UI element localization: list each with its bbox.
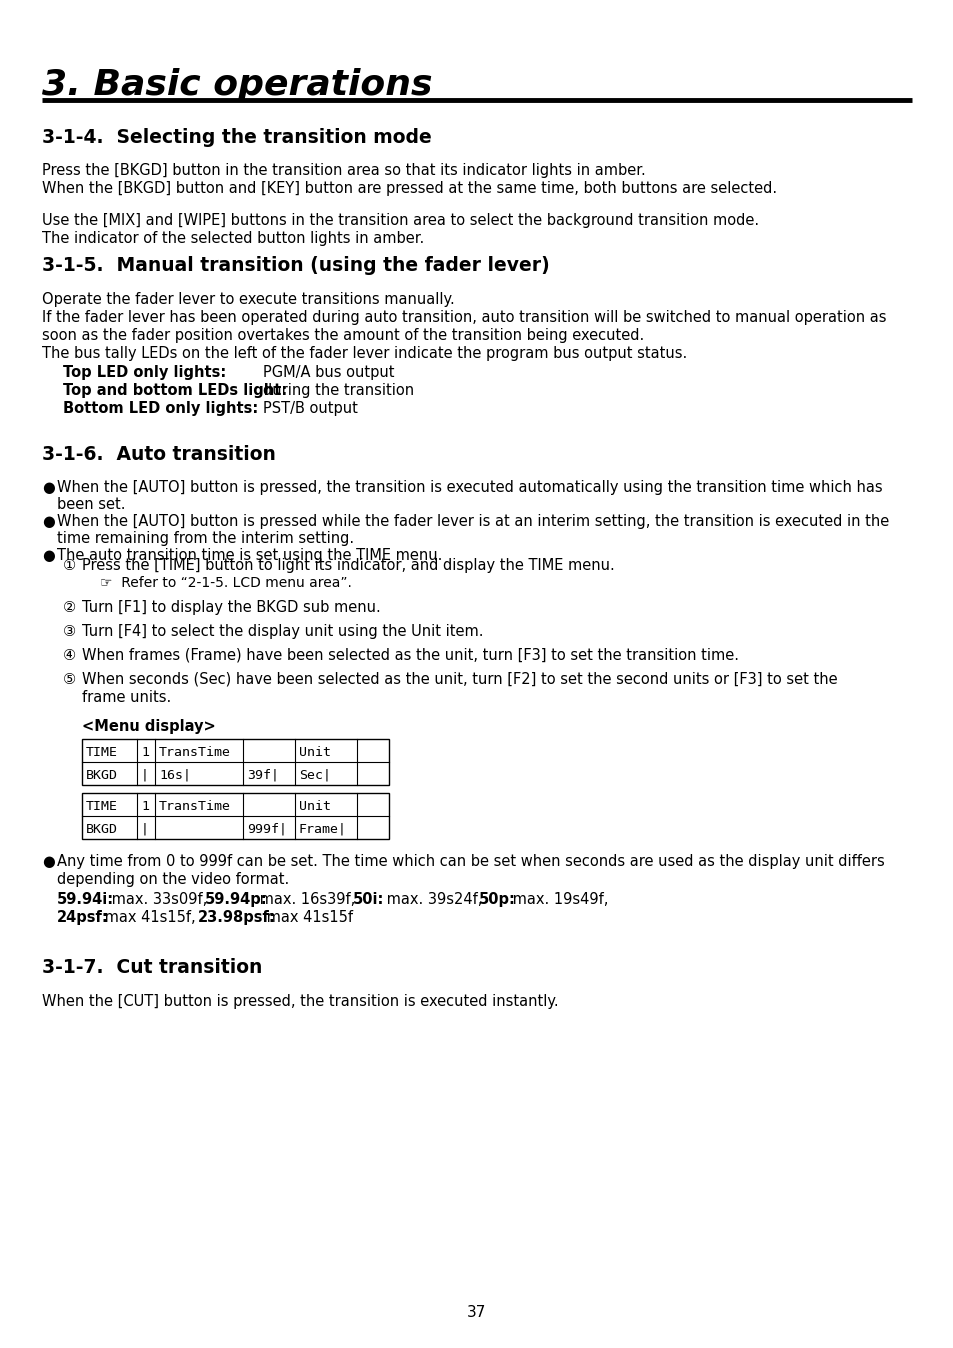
Text: 24psf:: 24psf: — [57, 910, 109, 925]
Text: When the [AUTO] button is pressed, the transition is executed automatically usin: When the [AUTO] button is pressed, the t… — [57, 480, 882, 495]
Text: 23.98psf:: 23.98psf: — [197, 910, 275, 925]
Bar — [82, 739, 389, 785]
Text: If the fader lever has been operated during auto transition, auto transition wil: If the fader lever has been operated dur… — [42, 310, 885, 325]
Text: ④: ④ — [63, 648, 76, 663]
Text: Unit: Unit — [298, 799, 331, 813]
Text: Turn [F4] to select the display unit using the Unit item.: Turn [F4] to select the display unit usi… — [82, 624, 483, 639]
Text: BKGD: BKGD — [86, 768, 118, 782]
Text: Bottom LED only lights:: Bottom LED only lights: — [63, 400, 258, 417]
Text: The bus tally LEDs on the left of the fader lever indicate the program bus outpu: The bus tally LEDs on the left of the fa… — [42, 346, 686, 361]
Text: When the [CUT] button is pressed, the transition is executed instantly.: When the [CUT] button is pressed, the tr… — [42, 993, 558, 1010]
Text: ☞  Refer to “2-1-5. LCD menu area”.: ☞ Refer to “2-1-5. LCD menu area”. — [100, 576, 352, 590]
Text: time remaining from the interim setting.: time remaining from the interim setting. — [57, 531, 354, 546]
Text: max. 33s09f,: max. 33s09f, — [108, 892, 216, 907]
Text: 50p:: 50p: — [478, 892, 516, 907]
Text: ●: ● — [42, 855, 54, 869]
Text: 3-1-5.  Manual transition (using the fader lever): 3-1-5. Manual transition (using the fade… — [42, 256, 549, 275]
Text: 3-1-6.  Auto transition: 3-1-6. Auto transition — [42, 445, 275, 464]
Text: 59.94p:: 59.94p: — [205, 892, 267, 907]
Text: The auto transition time is set using the TIME menu.: The auto transition time is set using th… — [57, 549, 442, 563]
Text: during the transition: during the transition — [263, 383, 414, 398]
Text: max. 39s24f,: max. 39s24f, — [381, 892, 491, 907]
Text: 50i:: 50i: — [353, 892, 384, 907]
Text: 1: 1 — [141, 745, 149, 759]
Text: max 41s15f: max 41s15f — [262, 910, 354, 925]
Text: ⑤: ⑤ — [63, 673, 76, 687]
Text: BKGD: BKGD — [86, 822, 118, 836]
Text: When frames (Frame) have been selected as the unit, turn [F3] to set the transit: When frames (Frame) have been selected a… — [82, 648, 739, 663]
Text: The indicator of the selected button lights in amber.: The indicator of the selected button lig… — [42, 231, 424, 245]
Text: |: | — [141, 822, 149, 836]
Text: max 41s15f,: max 41s15f, — [100, 910, 210, 925]
Text: ●: ● — [42, 514, 54, 528]
Text: When the [BKGD] button and [KEY] button are pressed at the same time, both butto: When the [BKGD] button and [KEY] button … — [42, 181, 777, 195]
Text: 16s|: 16s| — [159, 768, 191, 782]
Text: |: | — [141, 768, 149, 782]
Text: Use the [MIX] and [WIPE] buttons in the transition area to select the background: Use the [MIX] and [WIPE] buttons in the … — [42, 213, 759, 228]
Text: Unit: Unit — [298, 745, 331, 759]
Text: TransTime: TransTime — [159, 745, 231, 759]
Text: Sec|: Sec| — [298, 768, 331, 782]
Text: 3-1-7.  Cut transition: 3-1-7. Cut transition — [42, 958, 262, 977]
Text: <Menu display>: <Menu display> — [82, 718, 215, 735]
Text: Press the [BKGD] button in the transition area so that its indicator lights in a: Press the [BKGD] button in the transitio… — [42, 163, 645, 178]
Text: Turn [F1] to display the BKGD sub menu.: Turn [F1] to display the BKGD sub menu. — [82, 600, 380, 615]
Text: Any time from 0 to 999f can be set. The time which can be set when seconds are u: Any time from 0 to 999f can be set. The … — [57, 855, 883, 869]
Text: TIME: TIME — [86, 799, 118, 813]
Text: depending on the video format.: depending on the video format. — [57, 872, 289, 887]
Text: 999f|: 999f| — [247, 822, 287, 836]
Text: ①: ① — [63, 558, 76, 573]
Text: 1: 1 — [141, 799, 149, 813]
Text: TransTime: TransTime — [159, 799, 231, 813]
Text: max. 16s39f,: max. 16s39f, — [255, 892, 364, 907]
Text: ②: ② — [63, 600, 76, 615]
Text: ●: ● — [42, 549, 54, 563]
Text: max. 19s49f,: max. 19s49f, — [507, 892, 608, 907]
Text: 59.94i:: 59.94i: — [57, 892, 114, 907]
Text: frame units.: frame units. — [82, 690, 172, 705]
Text: TIME: TIME — [86, 745, 118, 759]
Text: Operate the fader lever to execute transitions manually.: Operate the fader lever to execute trans… — [42, 293, 455, 307]
Text: soon as the fader position overtakes the amount of the transition being executed: soon as the fader position overtakes the… — [42, 328, 643, 342]
Text: 3-1-4.  Selecting the transition mode: 3-1-4. Selecting the transition mode — [42, 128, 432, 147]
Text: Frame|: Frame| — [298, 822, 347, 836]
Text: 3. Basic operations: 3. Basic operations — [42, 67, 432, 102]
Text: ③: ③ — [63, 624, 76, 639]
Text: When the [AUTO] button is pressed while the fader lever is at an interim setting: When the [AUTO] button is pressed while … — [57, 514, 888, 528]
Text: PST/B output: PST/B output — [263, 400, 357, 417]
Text: Top and bottom LEDs light:: Top and bottom LEDs light: — [63, 383, 287, 398]
Bar — [82, 793, 389, 838]
Text: 37: 37 — [467, 1305, 486, 1320]
Text: When seconds (Sec) have been selected as the unit, turn [F2] to set the second u: When seconds (Sec) have been selected as… — [82, 673, 837, 687]
Text: Press the [TIME] button to light its indicator, and display the TIME menu.: Press the [TIME] button to light its ind… — [82, 558, 614, 573]
Text: 39f|: 39f| — [247, 768, 278, 782]
Text: PGM/A bus output: PGM/A bus output — [263, 365, 395, 380]
Text: ●: ● — [42, 480, 54, 495]
Text: been set.: been set. — [57, 497, 126, 512]
Text: Top LED only lights:: Top LED only lights: — [63, 365, 226, 380]
